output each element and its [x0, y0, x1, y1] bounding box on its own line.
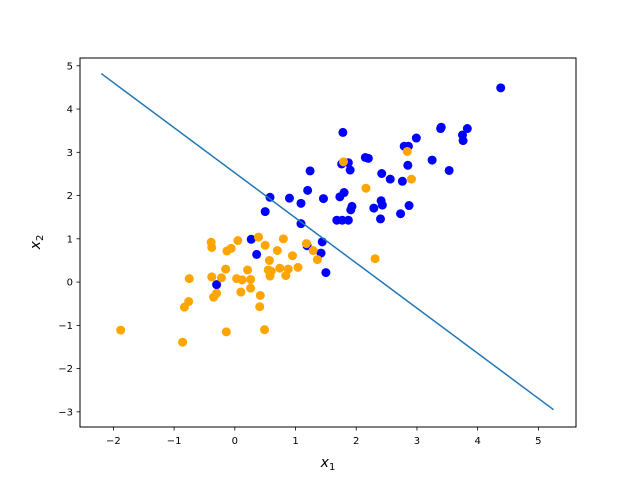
scatter-point-s0-9: [427, 155, 437, 165]
scatter-point-s0-0: [496, 83, 506, 93]
y-tick-label: 5: [67, 61, 73, 72]
y-tick-label: 1: [67, 234, 73, 245]
scatter-point-s0-19: [369, 203, 379, 213]
scatter-point-s0-47: [321, 268, 331, 278]
y-tick-label: 2: [67, 191, 73, 202]
scatter-point-s1-9: [287, 251, 297, 261]
scatter-point-s1-26: [243, 265, 253, 275]
scatter-point-s1-6: [312, 255, 322, 265]
scatter-point-s0-10: [444, 165, 454, 175]
scatter-point-s0-48: [212, 280, 222, 290]
plot-marks: [100, 72, 554, 411]
scatter-point-s1-20: [253, 232, 263, 242]
y-tick-label: −3: [58, 407, 73, 418]
scatter-point-s0-11: [403, 160, 413, 170]
scatter-point-s0-32: [284, 193, 294, 203]
scatter-point-s0-26: [345, 165, 355, 175]
scatter-point-s0-16: [396, 209, 406, 219]
scatter-point-s1-32: [207, 272, 217, 282]
y-axis-label-subscript: 2: [35, 235, 46, 241]
scatter-point-s1-36: [236, 287, 246, 297]
scatter-point-s1-31: [216, 273, 226, 283]
scatter-point-s0-15: [404, 201, 414, 211]
x-tick-label: −1: [167, 436, 182, 447]
scatter-point-s1-42: [221, 327, 231, 337]
scatter-point-s1-14: [283, 264, 293, 274]
scatter-point-s0-22: [363, 153, 373, 163]
scatter-point-s0-31: [318, 194, 328, 204]
y-tick-label: 4: [67, 105, 73, 116]
scatter-point-s0-27: [305, 166, 315, 176]
x-axis-label-subscript: 1: [329, 462, 335, 473]
scatter-point-s0-5: [458, 136, 468, 146]
scatter-point-s0-46: [252, 249, 262, 259]
scatter-point-s0-12: [397, 176, 407, 186]
scatter-point-s1-45: [178, 337, 188, 347]
scatter-point-s1-40: [179, 302, 189, 312]
scatter-point-s1-0: [402, 146, 412, 156]
scatter-point-s0-6: [411, 133, 421, 143]
y-tick-label: −2: [58, 364, 73, 375]
x-axis-ticks: −2 −1 0 1 2 3 4 5: [106, 427, 542, 447]
scatter-point-s0-20: [376, 214, 386, 224]
x-axis-label: x1: [320, 455, 336, 473]
scatter-point-s0-3: [462, 124, 472, 134]
y-tick-label: 0: [67, 278, 73, 289]
scatter-point-s1-2: [361, 183, 371, 193]
x-tick-label: 4: [474, 436, 480, 447]
scatter-point-s1-30: [221, 264, 231, 274]
x-tick-label: 0: [232, 436, 238, 447]
scatter-point-s0-40: [343, 215, 353, 225]
scatter-point-s1-44: [116, 325, 126, 335]
scatter-point-s0-34: [296, 198, 306, 208]
x-tick-label: 3: [414, 436, 420, 447]
scatter-point-s0-42: [246, 234, 256, 244]
plot-frame: [79, 57, 577, 428]
y-axis-ticks: −3 −2 −1 0 1 2 3 4 5: [58, 61, 80, 418]
scatter-point-s1-35: [209, 292, 219, 302]
scatter-point-s1-11: [272, 246, 282, 255]
decision-boundary-line-0: [100, 72, 554, 411]
scatter-point-s0-18: [377, 200, 387, 210]
scatter-point-s1-25: [207, 242, 217, 252]
scatter-point-s0-36: [346, 205, 356, 215]
scatter-point-s1-3: [338, 157, 348, 167]
scatter-point-s1-29: [232, 274, 242, 284]
scatter-point-s1-8: [293, 262, 303, 272]
y-axis-label: x2: [28, 235, 46, 251]
scatter-point-s0-30: [335, 192, 345, 202]
scatter-point-s0-37: [260, 207, 270, 217]
scatter-point-s1-7: [301, 239, 311, 249]
scatter-point-s1-10: [278, 234, 288, 244]
y-tick-label: 3: [67, 148, 73, 159]
scatter-point-s0-23: [338, 127, 348, 137]
scatter-point-s1-1: [406, 174, 416, 184]
scatter-point-s1-19: [260, 240, 270, 250]
scatter-point-s1-21: [233, 236, 243, 246]
x-tick-label: 1: [292, 436, 298, 447]
scatter-point-s1-17: [263, 265, 273, 275]
scatter-point-s0-33: [265, 192, 275, 202]
scatter-point-s1-38: [255, 290, 265, 300]
scatter-point-s1-27: [246, 274, 256, 284]
x-tick-label: 2: [353, 436, 359, 447]
scatter-point-s1-41: [255, 302, 265, 312]
scatter-point-s0-13: [385, 174, 395, 184]
scatter-point-s0-14: [377, 169, 387, 178]
y-tick-label: −1: [58, 321, 73, 332]
scatter-point-s1-43: [260, 325, 270, 335]
scatter-point-s1-18: [264, 255, 274, 265]
scatter-point-s1-37: [246, 283, 256, 293]
scatter-point-s0-41: [296, 219, 306, 229]
x-tick-label: 5: [535, 436, 541, 447]
scatter-point-s0-28: [303, 185, 313, 195]
scatter-point-s1-4: [370, 254, 380, 264]
scatter-point-s1-5: [308, 246, 318, 255]
x-tick-label: −2: [106, 436, 121, 447]
scatter-point-s1-33: [184, 274, 194, 284]
scatter-point-s0-2: [436, 124, 446, 134]
scatter-point-s1-12: [275, 263, 285, 273]
scatter-point-s1-23: [222, 246, 232, 256]
